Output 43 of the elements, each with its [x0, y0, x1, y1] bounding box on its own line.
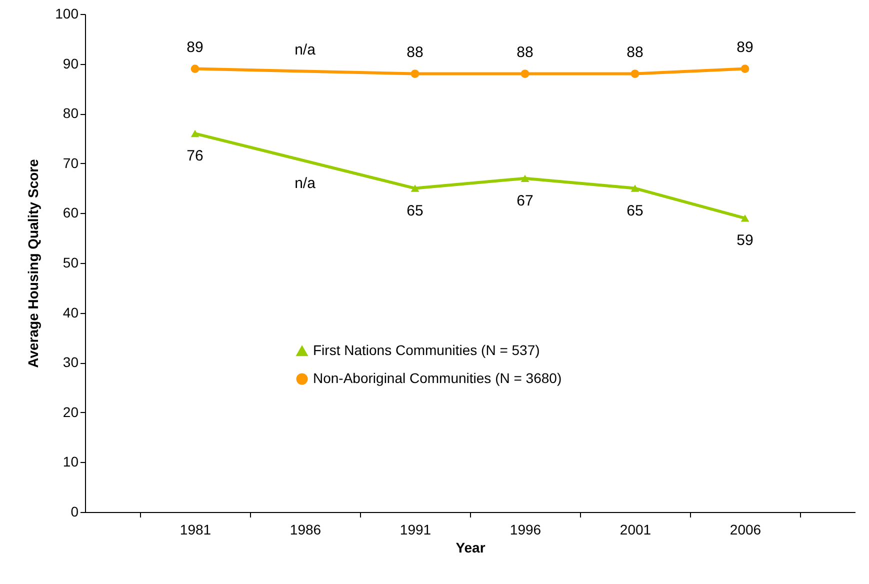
data-label: 67 [516, 192, 534, 210]
x-tick-label: 1996 [510, 522, 542, 538]
point [630, 70, 640, 78]
data-label: 76 [186, 148, 204, 165]
y-tick-label: 0 [70, 504, 79, 520]
y-tick-label: 20 [62, 404, 79, 420]
data-label: 89 [186, 38, 204, 56]
point [740, 64, 750, 73]
y-tick-label: 100 [55, 6, 79, 22]
data-label: 65 [406, 202, 424, 220]
x-axis-title: Year [456, 540, 486, 556]
point [410, 70, 420, 78]
text: n/a [294, 174, 316, 192]
y-tick-label: 30 [62, 354, 79, 370]
point [190, 130, 200, 138]
point [520, 174, 530, 182]
y-tick-label: 40 [62, 304, 79, 320]
x-tick-label: 1981 [180, 522, 212, 538]
data-label: 88 [516, 44, 534, 61]
y-tick-label: 50 [62, 254, 79, 270]
data-label: 65 [626, 202, 644, 220]
data-label: 88 [406, 44, 424, 61]
x-tick-label: 1986 [290, 522, 322, 538]
y-axis-title: Average Housing Quality Score [25, 158, 42, 368]
x-tick-label: 2006 [730, 522, 762, 538]
data-label: 59 [736, 232, 754, 250]
point [740, 214, 750, 222]
point [190, 64, 200, 73]
y-tick-label: 70 [62, 154, 79, 171]
point [630, 184, 640, 192]
x-tick-label: 1991 [400, 522, 432, 538]
data-label: 89 [736, 38, 754, 56]
text: n/a [294, 41, 316, 58]
x-tick-label: 2001 [620, 522, 652, 538]
point [520, 70, 530, 78]
y-tick-label: 80 [62, 105, 79, 122]
legend-label: Non-Aboriginal Communities (N = 3680) [313, 370, 562, 386]
y-tick-label: 10 [62, 454, 79, 470]
data-label: 88 [626, 44, 644, 61]
y-tick-label: 60 [62, 204, 79, 221]
legend-label: First Nations Communities (N = 537) [313, 342, 540, 358]
point [410, 184, 420, 192]
y-tick-label: 90 [62, 55, 79, 72]
